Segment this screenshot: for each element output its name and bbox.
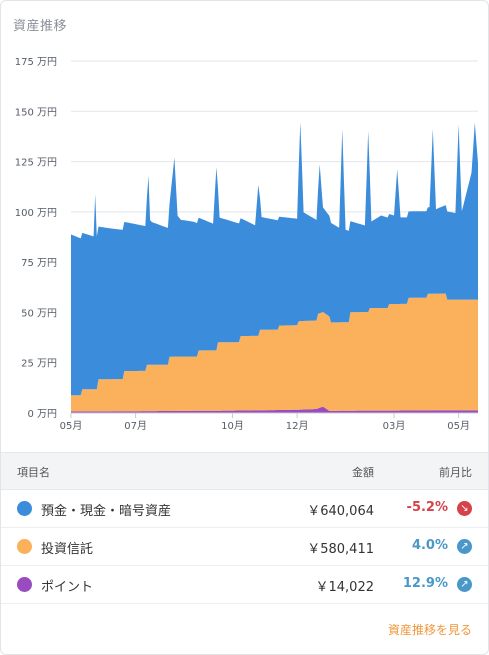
y-tick-label: 100 万円 (15, 208, 57, 219)
series-area-deposits (71, 122, 478, 396)
view-asset-trend-link[interactable]: 資産推移を見る (387, 623, 472, 637)
row-name: 預金・現金・暗号資産 (41, 504, 172, 519)
y-tick-label: 25 万円 (21, 359, 57, 370)
row-change: -5.2% (406, 500, 448, 515)
header-amount: 金額 (352, 466, 374, 479)
series-area-funds (71, 293, 478, 412)
table-row-funds[interactable]: 投資信託 ￥580,411 4.0% ↗ (1, 528, 488, 566)
y-tick-label: 150 万円 (15, 107, 57, 118)
asset-trend-chart: 0 万円 25 万円 50 万円 75 万円 100 万円 125 万円 150 万円 175… (15, 57, 478, 432)
x-tick-label: 07月 (124, 420, 147, 432)
x-tick-label: 05月 (60, 420, 83, 432)
x-tick-label: 03月 (383, 420, 406, 432)
row-change: 4.0% (411, 538, 448, 553)
trend-up-icon: ↗ (457, 539, 472, 554)
row-name: 投資信託 (41, 542, 94, 557)
row-change: 12.9% (402, 576, 448, 591)
table-header: 項目名 金額 前月比 (1, 452, 488, 490)
x-tick-label: 05月 (447, 420, 470, 432)
trend-down-icon: ↘ (457, 501, 472, 516)
table-row-points[interactable]: ポイント ￥14,022 12.9% ↗ (1, 566, 488, 604)
y-tick-label: 175 万円 (15, 57, 57, 68)
series-area-points (71, 406, 478, 413)
row-name: ポイント (41, 580, 94, 595)
table-row-deposits[interactable]: 預金・現金・暗号資産 ￥640,064 -5.2% ↘ (1, 490, 488, 528)
y-tick-label: 75 万円 (21, 258, 57, 269)
trend-up-icon: ↗ (457, 577, 472, 592)
x-tick-label: 10月 (221, 420, 244, 432)
funds-color-dot (17, 539, 32, 554)
row-amount: ￥580,411 (307, 542, 374, 557)
header-name: 項目名 (17, 466, 50, 479)
card-title: 資産推移 (13, 19, 68, 34)
points-color-dot (17, 577, 32, 592)
y-tick-label: 50 万円 (21, 308, 57, 319)
y-tick-label: 125 万円 (15, 158, 57, 169)
deposits-color-dot (17, 501, 32, 516)
row-amount: ￥640,064 (307, 504, 374, 519)
row-amount: ￥14,022 (315, 580, 375, 595)
y-tick-label: 0 万円 (27, 409, 57, 420)
x-tick-label: 12月 (286, 420, 309, 432)
header-change: 前月比 (439, 466, 472, 479)
